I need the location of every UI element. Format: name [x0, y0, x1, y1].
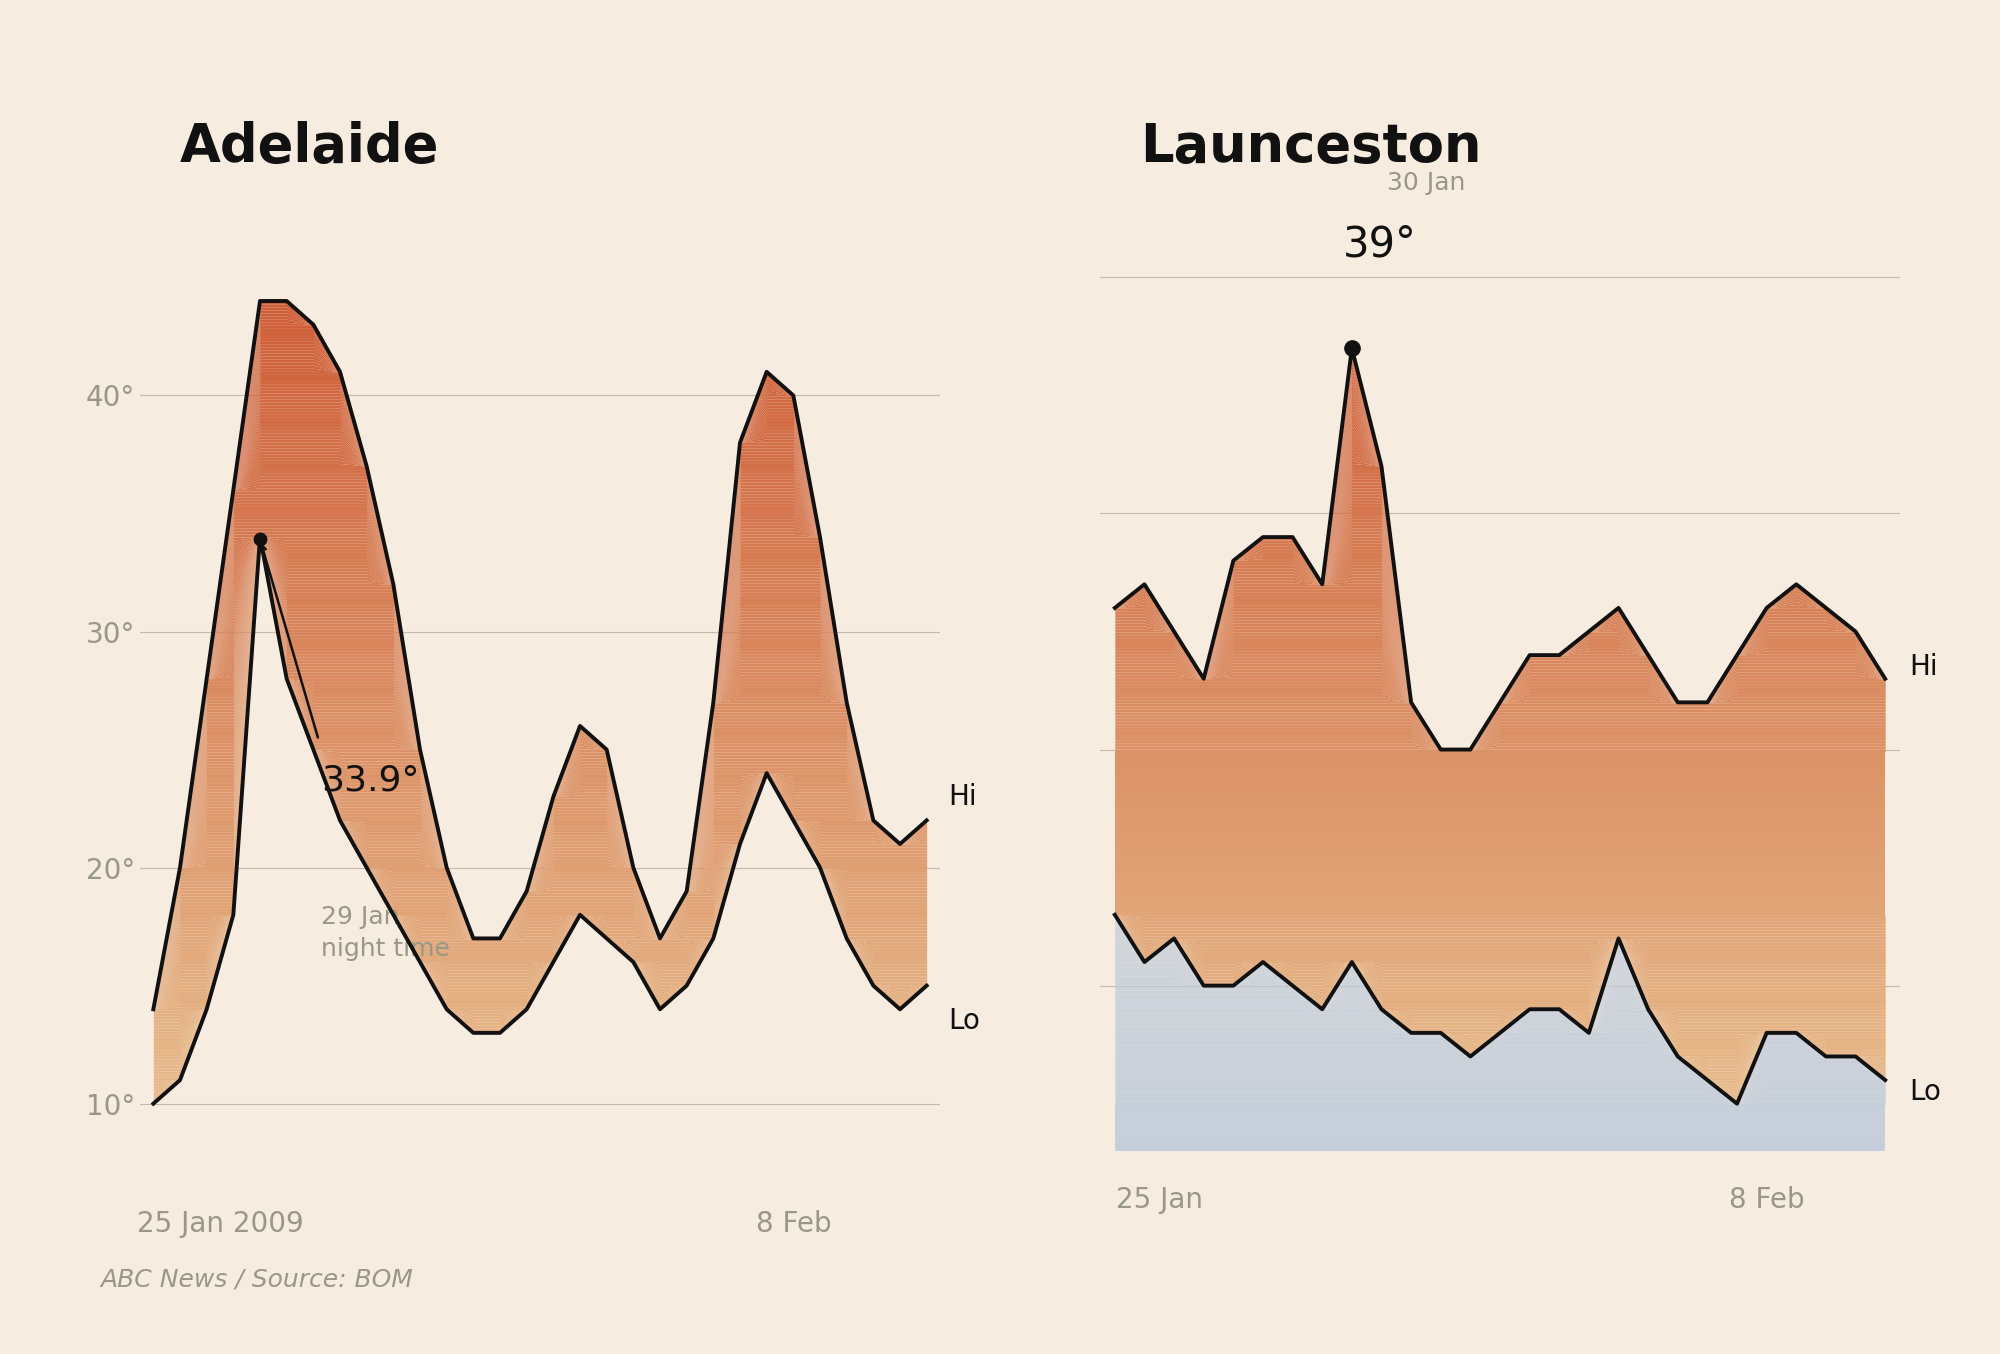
Text: 29 Jan
night time: 29 Jan night time	[322, 906, 450, 961]
Text: 25 Jan: 25 Jan	[1116, 1186, 1202, 1215]
Text: 39°: 39°	[1342, 223, 1416, 265]
Text: 8 Feb: 8 Feb	[1728, 1186, 1804, 1215]
Text: Adelaide: Adelaide	[180, 122, 440, 173]
Text: ABC News / Source: BOM: ABC News / Source: BOM	[100, 1267, 412, 1292]
Text: 25 Jan 2009: 25 Jan 2009	[136, 1210, 304, 1238]
Text: 8 Feb: 8 Feb	[756, 1210, 832, 1238]
Text: Lo: Lo	[1908, 1078, 1940, 1106]
Text: Launceston: Launceston	[1140, 122, 1482, 173]
Text: 30 Jan: 30 Jan	[1388, 171, 1466, 195]
Text: 33.9°: 33.9°	[322, 764, 420, 798]
Text: Hi: Hi	[948, 783, 976, 811]
Text: Hi: Hi	[1908, 653, 1938, 681]
Text: Lo: Lo	[948, 1007, 980, 1034]
